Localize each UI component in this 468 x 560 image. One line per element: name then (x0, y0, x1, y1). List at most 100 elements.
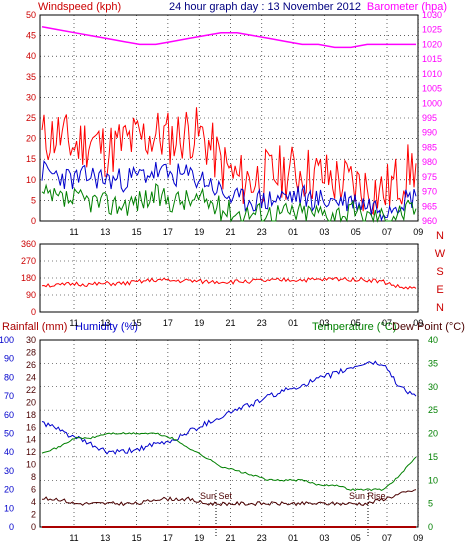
sunset-label: Sun Set (200, 491, 233, 501)
direction-tick-label: 180 (21, 273, 36, 283)
compass-label: E (436, 284, 443, 296)
humidity-tick-label: 100 (0, 335, 14, 345)
temperature-tick-label: 30 (428, 382, 438, 392)
x-tick-label: 09 (413, 318, 423, 328)
compass-label: N (436, 302, 444, 314)
x-tick-label: 19 (194, 318, 204, 328)
direction-tick-label: 0 (31, 307, 36, 317)
rainfall-tick-label: 8 (31, 472, 36, 482)
rainfall-tick-label: 18 (26, 410, 36, 420)
barometer-tick-label: 960 (422, 216, 437, 226)
temperature-tick-label: 20 (428, 429, 438, 439)
compass-label: N (436, 230, 444, 242)
rainfall-tick-label: 26 (26, 360, 36, 370)
rainfall-tick-label: 28 (26, 347, 36, 357)
wind-tick-label: 5 (31, 195, 36, 205)
wind-tick-label: 10 (26, 175, 36, 185)
rainfall-tick-label: 16 (26, 422, 36, 432)
humidity-tick-label: 30 (4, 466, 14, 476)
wind-tick-label: 50 (26, 10, 36, 20)
rainfall-tick-label: 10 (26, 460, 36, 470)
x-tick-label: 15 (132, 318, 142, 328)
temperature-tick-label: 35 (428, 358, 438, 368)
x-tick-label: 01 (288, 318, 298, 328)
wind-plot-area (39, 14, 419, 222)
temperature-tick-label: 5 (428, 499, 433, 509)
wind-tick-label: 30 (26, 92, 36, 102)
rainfall-axis-label: Rainfall (mm) (2, 321, 67, 333)
compass-label: W (435, 248, 446, 260)
rainfall-tick-label: 6 (31, 485, 36, 495)
sunrise-label: Sun Rise (349, 491, 386, 501)
temperature-tick-label: 0 (428, 522, 433, 532)
x-tick-label: 21 (225, 227, 235, 237)
gridlines (40, 14, 419, 528)
wind-gust-line (41, 107, 417, 216)
x-tick-label: 17 (163, 318, 173, 328)
humidity-tick-label: 10 (4, 503, 14, 513)
direction-tick-label: 360 (21, 239, 36, 249)
x-tick-label: 23 (257, 533, 267, 543)
barometer-tick-label: 1010 (422, 69, 442, 79)
temperature-tick-label: 10 (428, 475, 438, 485)
wind-tick-label: 40 (26, 51, 36, 61)
wind-low-line (41, 183, 417, 223)
rainfall-tick-label: 4 (31, 497, 36, 507)
humidity-tick-label: 90 (4, 354, 14, 364)
humidity-tick-label: 0 (9, 522, 14, 532)
x-tick-label: 07 (382, 227, 392, 237)
x-tick-label: 15 (132, 227, 142, 237)
humidity-line (41, 360, 417, 455)
x-tick-label: 23 (257, 227, 267, 237)
humidity-tick-label: 50 (4, 429, 14, 439)
wind-tick-label: 45 (26, 31, 36, 41)
humidity-tick-label: 60 (4, 410, 14, 420)
compass-label: S (436, 266, 443, 278)
rainfall-tick-label: 22 (26, 385, 36, 395)
x-tick-label: 13 (100, 533, 110, 543)
barometer-tick-label: 1000 (422, 98, 442, 108)
x-tick-label: 23 (257, 318, 267, 328)
x-tick-label: 11 (69, 227, 78, 237)
wind-tick-label: 15 (26, 154, 36, 164)
barometer-tick-label: 1005 (422, 84, 442, 94)
x-tick-label: 07 (382, 318, 392, 328)
x-tick-label: 21 (225, 533, 235, 543)
barometer-tick-label: 965 (422, 201, 437, 211)
x-tick-label: 17 (163, 533, 173, 543)
temperature-tick-label: 25 (428, 405, 438, 415)
direction-tick-label: 270 (21, 256, 36, 266)
x-tick-label: 09 (413, 227, 423, 237)
temperature-axis-label: Temperature (°C) (312, 321, 396, 333)
x-tick-label: 21 (225, 318, 235, 328)
rainfall-tick-label: 2 (31, 510, 36, 520)
barometer-tick-label: 1015 (422, 54, 442, 64)
barometer-tick-label: 1020 (422, 39, 442, 49)
barometer-tick-label: 980 (422, 157, 437, 167)
x-tick-label: 01 (288, 533, 298, 543)
x-tick-label: 03 (319, 227, 329, 237)
dewpoint-axis-label: Dew Point (°C) (392, 321, 465, 333)
x-tick-label: 05 (351, 227, 361, 237)
rainfall-tick-label: 30 (26, 335, 36, 345)
humidity-tick-label: 40 (4, 447, 14, 457)
temperature-tick-label: 40 (428, 335, 438, 345)
dew-point-line (41, 489, 417, 507)
direction-tick-label: 90 (26, 290, 36, 300)
barometer-tick-label: 985 (422, 142, 437, 152)
wind-tick-label: 20 (26, 134, 36, 144)
x-tick-label: 15 (132, 533, 142, 543)
barometer-line (41, 26, 416, 49)
humidity-tick-label: 80 (4, 372, 14, 382)
x-tick-label: 09 (413, 533, 423, 543)
x-tick-label: 17 (163, 227, 173, 237)
data-series (41, 26, 417, 528)
temp-plot-area (39, 339, 419, 528)
rainfall-tick-label: 12 (26, 447, 36, 457)
humidity-axis-label: Humidity (%) (75, 321, 138, 333)
x-tick-label: 19 (194, 227, 204, 237)
direction-plot-area (39, 243, 419, 313)
